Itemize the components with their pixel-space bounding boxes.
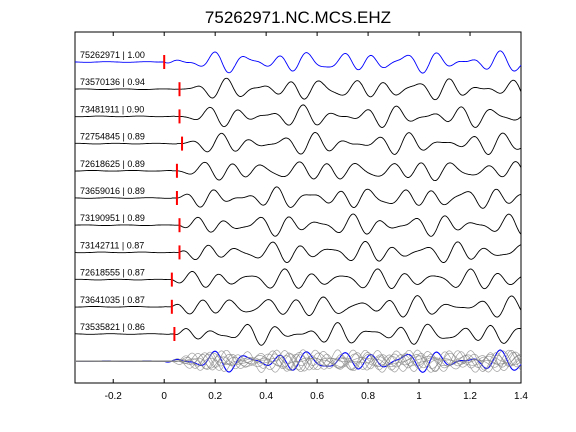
picks-layer [163, 55, 184, 341]
trace-label: 72754845 | 0.89 [80, 132, 145, 142]
waveform-trace [75, 241, 522, 263]
overlay-trace [74, 349, 522, 373]
x-tick-label: 1 [416, 391, 422, 402]
waveform-trace [75, 268, 522, 290]
x-tick-label: 0.8 [361, 391, 375, 402]
waveform-trace [75, 295, 522, 318]
waveform-trace [74, 322, 522, 346]
x-tick-label: 0.6 [310, 391, 324, 402]
trace-labels-layer: 75262971 | 1.00 73570136 | 0.94 73481911 |… [80, 50, 145, 332]
x-tick-label: 1.2 [463, 391, 477, 402]
trace-label: 73481911 | 0.90 [80, 104, 144, 114]
plot-frame [74, 31, 522, 384]
trace-label: 73659016 | 0.89 [80, 186, 145, 196]
x-tick-label: 0 [161, 391, 167, 402]
traces-layer [74, 50, 522, 346]
x-tick-label: 0.2 [208, 391, 222, 402]
trace-label: 72618555 | 0.87 [80, 268, 145, 278]
stack-overlay-layer [74, 349, 522, 373]
trace-label: 73142711 | 0.87 [80, 240, 144, 250]
waveform-trace [74, 213, 522, 237]
waveform-trace [75, 132, 522, 155]
trace-label: 73641035 | 0.87 [80, 295, 145, 305]
waveform-trace [75, 161, 522, 182]
trace-label: 73535821 | 0.86 [80, 322, 145, 332]
waveform-trace [75, 77, 522, 101]
chart-title: 75262971.NC.MCS.EHZ [205, 8, 391, 27]
trace-label: 75262971 | 1.00 [80, 50, 145, 60]
trace-label: 73190951 | 0.89 [80, 213, 145, 223]
waveform-trace [74, 104, 522, 128]
overlay-trace [75, 349, 522, 372]
trace-label: 73570136 | 0.94 [80, 77, 145, 87]
x-tick-label: 1.4 [514, 391, 528, 402]
waveform-trace [74, 50, 522, 74]
x-axis-ticks: -0.2 0 0.2 0.4 0.6 0.8 1 1.2 1.4 [105, 32, 528, 402]
trace-label: 72618625 | 0.89 [80, 159, 145, 169]
x-tick-label: -0.2 [105, 391, 123, 402]
waveform-trace [74, 186, 522, 209]
x-tick-label: 0.4 [259, 391, 273, 402]
